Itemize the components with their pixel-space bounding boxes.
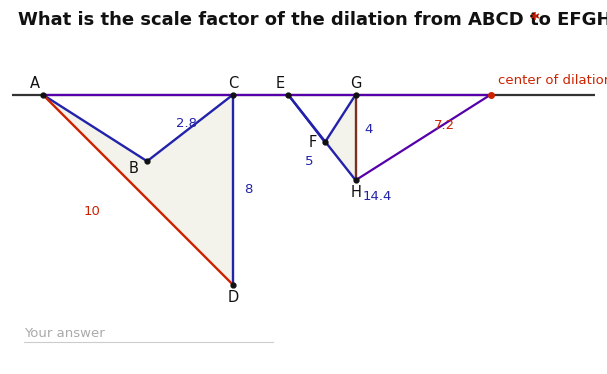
Text: 14.4: 14.4: [363, 190, 392, 203]
Text: B: B: [129, 161, 138, 176]
Text: G: G: [350, 76, 361, 91]
Text: D: D: [228, 290, 239, 305]
Text: F: F: [308, 135, 317, 150]
Polygon shape: [43, 95, 233, 285]
Text: 2.8: 2.8: [177, 117, 197, 130]
Polygon shape: [288, 95, 356, 180]
Text: 7.2: 7.2: [434, 119, 455, 132]
Text: E: E: [276, 76, 285, 91]
Text: H: H: [350, 186, 361, 200]
Text: 10: 10: [83, 205, 100, 218]
Text: center of dilation: center of dilation: [498, 74, 607, 87]
Text: 5: 5: [305, 155, 314, 168]
Text: A: A: [30, 76, 40, 91]
Text: Your answer: Your answer: [24, 327, 105, 340]
Text: C: C: [228, 76, 238, 91]
Text: What is the scale factor of the dilation from ABCD to EFGH?: What is the scale factor of the dilation…: [18, 11, 607, 29]
Text: 4: 4: [365, 123, 373, 136]
Text: *: *: [524, 11, 540, 29]
Text: 8: 8: [244, 183, 253, 196]
